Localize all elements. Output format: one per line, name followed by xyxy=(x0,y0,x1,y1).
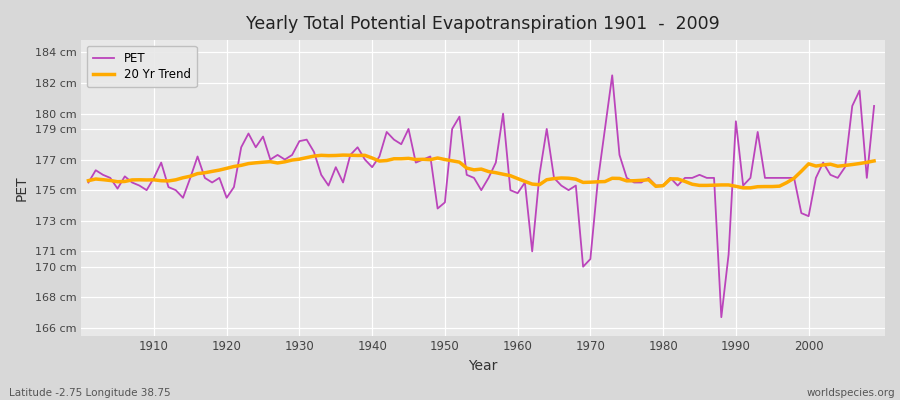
PET xyxy=(716,315,726,320)
Text: worldspecies.org: worldspecies.org xyxy=(807,388,896,398)
20 Yr Trend xyxy=(607,176,617,181)
20 Yr Trend xyxy=(338,153,348,158)
20 Yr Trend xyxy=(83,178,94,183)
PET xyxy=(868,104,879,108)
PET xyxy=(607,73,617,78)
20 Yr Trend xyxy=(512,176,523,181)
20 Yr Trend xyxy=(519,179,530,184)
Y-axis label: PET: PET xyxy=(15,175,29,201)
20 Yr Trend xyxy=(352,153,363,158)
PET xyxy=(599,126,610,131)
20 Yr Trend xyxy=(141,178,152,182)
Title: Yearly Total Potential Evapotranspiration 1901  -  2009: Yearly Total Potential Evapotranspiratio… xyxy=(247,15,720,33)
PET xyxy=(83,180,94,185)
Legend: PET, 20 Yr Trend: PET, 20 Yr Trend xyxy=(87,46,196,87)
Line: PET: PET xyxy=(88,75,874,317)
20 Yr Trend xyxy=(868,158,879,163)
PET xyxy=(345,152,356,157)
PET xyxy=(505,188,516,192)
20 Yr Trend xyxy=(302,155,312,160)
PET xyxy=(302,137,312,142)
Line: 20 Yr Trend: 20 Yr Trend xyxy=(88,155,874,188)
PET xyxy=(141,188,152,192)
20 Yr Trend xyxy=(738,186,749,190)
X-axis label: Year: Year xyxy=(468,359,498,373)
Text: Latitude -2.75 Longitude 38.75: Latitude -2.75 Longitude 38.75 xyxy=(9,388,171,398)
PET xyxy=(512,191,523,196)
